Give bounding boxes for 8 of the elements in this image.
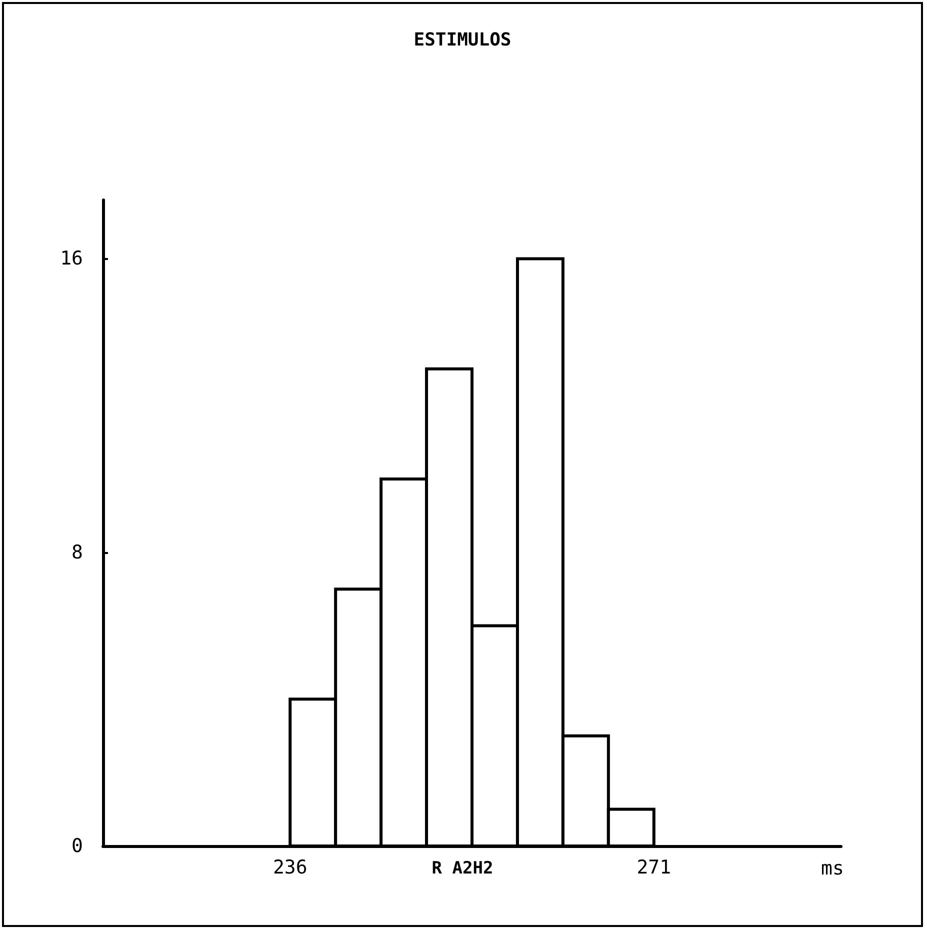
x-tick-label: 271 xyxy=(636,856,672,878)
y-tick-label: 16 xyxy=(60,248,83,270)
y-tick-label: 8 xyxy=(72,541,83,564)
text: R A2H2 xyxy=(432,858,494,878)
x-axis-title: ms xyxy=(821,858,844,880)
y-tick-label: 0 xyxy=(72,835,83,857)
chart-title: ESTIMULOS xyxy=(414,30,512,50)
x-tick-label: 236 xyxy=(272,856,308,878)
